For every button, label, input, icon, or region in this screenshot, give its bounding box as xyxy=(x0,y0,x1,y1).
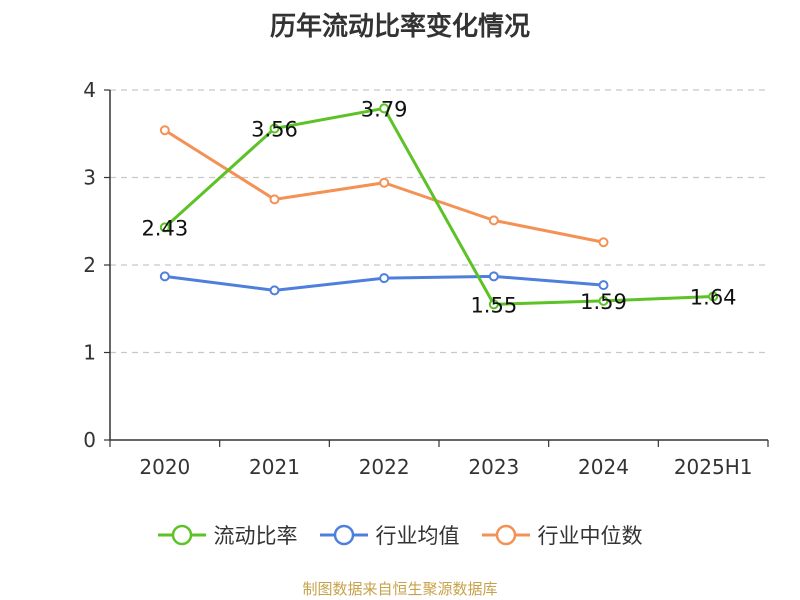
data-point xyxy=(488,215,499,226)
data-point xyxy=(708,291,719,302)
data-label: 3.56 xyxy=(251,118,298,142)
y-tick-label: 3 xyxy=(83,166,96,190)
y-tick-label: 1 xyxy=(83,341,96,365)
legend-label: 行业中位数 xyxy=(537,524,643,548)
y-tick-label: 0 xyxy=(83,428,96,452)
data-point xyxy=(379,103,390,114)
legend-item-1[interactable]: 行业均值 xyxy=(319,520,460,550)
axis-layer: 0 1 2 3 4 2020 2021 2022 2023 2024 2025H1 xyxy=(83,78,769,479)
data-point xyxy=(269,123,280,134)
legend-item-2[interactable]: 行业中位数 xyxy=(481,520,643,550)
data-label: 1.55 xyxy=(470,293,517,317)
data-point xyxy=(488,299,499,310)
data-point xyxy=(379,177,390,188)
grid-layer xyxy=(110,89,768,354)
data-label: 2.43 xyxy=(141,216,188,240)
x-tick-label: 2022 xyxy=(359,455,410,479)
x-tick-label: 2025H1 xyxy=(674,455,753,479)
data-point xyxy=(379,273,390,284)
x-tick-label: 2023 xyxy=(468,455,519,479)
legend-swatch-icon xyxy=(157,523,206,547)
legend-swatch-icon xyxy=(481,523,530,547)
data-point xyxy=(598,237,609,248)
data-point xyxy=(488,271,499,282)
data-label: 3.79 xyxy=(361,97,408,121)
x-tick-label: 2020 xyxy=(139,455,190,479)
data-label: 1.59 xyxy=(580,290,627,314)
data-label-layer: 2.43 3.56 3.79 1.55 1.59 1.64 xyxy=(141,97,736,317)
data-point xyxy=(269,194,280,205)
legend: 流动比率 行业均值 行业中位数 xyxy=(0,520,800,550)
series-layer xyxy=(159,103,719,310)
data-point xyxy=(159,222,170,233)
series-line-0 xyxy=(163,106,714,306)
legend-item-0[interactable]: 流动比率 xyxy=(157,520,298,550)
data-point xyxy=(598,280,609,291)
x-tick-label: 2024 xyxy=(578,455,629,479)
legend-label: 流动比率 xyxy=(213,524,298,548)
data-point xyxy=(159,271,170,282)
data-point xyxy=(598,295,609,306)
data-point xyxy=(159,125,170,136)
y-tick-label: 2 xyxy=(83,253,96,277)
legend-swatch-icon xyxy=(319,523,368,547)
source-note: 制图数据来自恒生聚源数据库 xyxy=(302,580,498,598)
data-label: 1.64 xyxy=(690,286,737,310)
x-tick-label: 2021 xyxy=(249,455,300,479)
data-point xyxy=(269,285,280,296)
y-tick-label: 4 xyxy=(83,78,96,102)
legend-label: 行业均值 xyxy=(375,524,460,548)
chart-title: 历年流动比率变化情况 xyxy=(269,12,530,42)
